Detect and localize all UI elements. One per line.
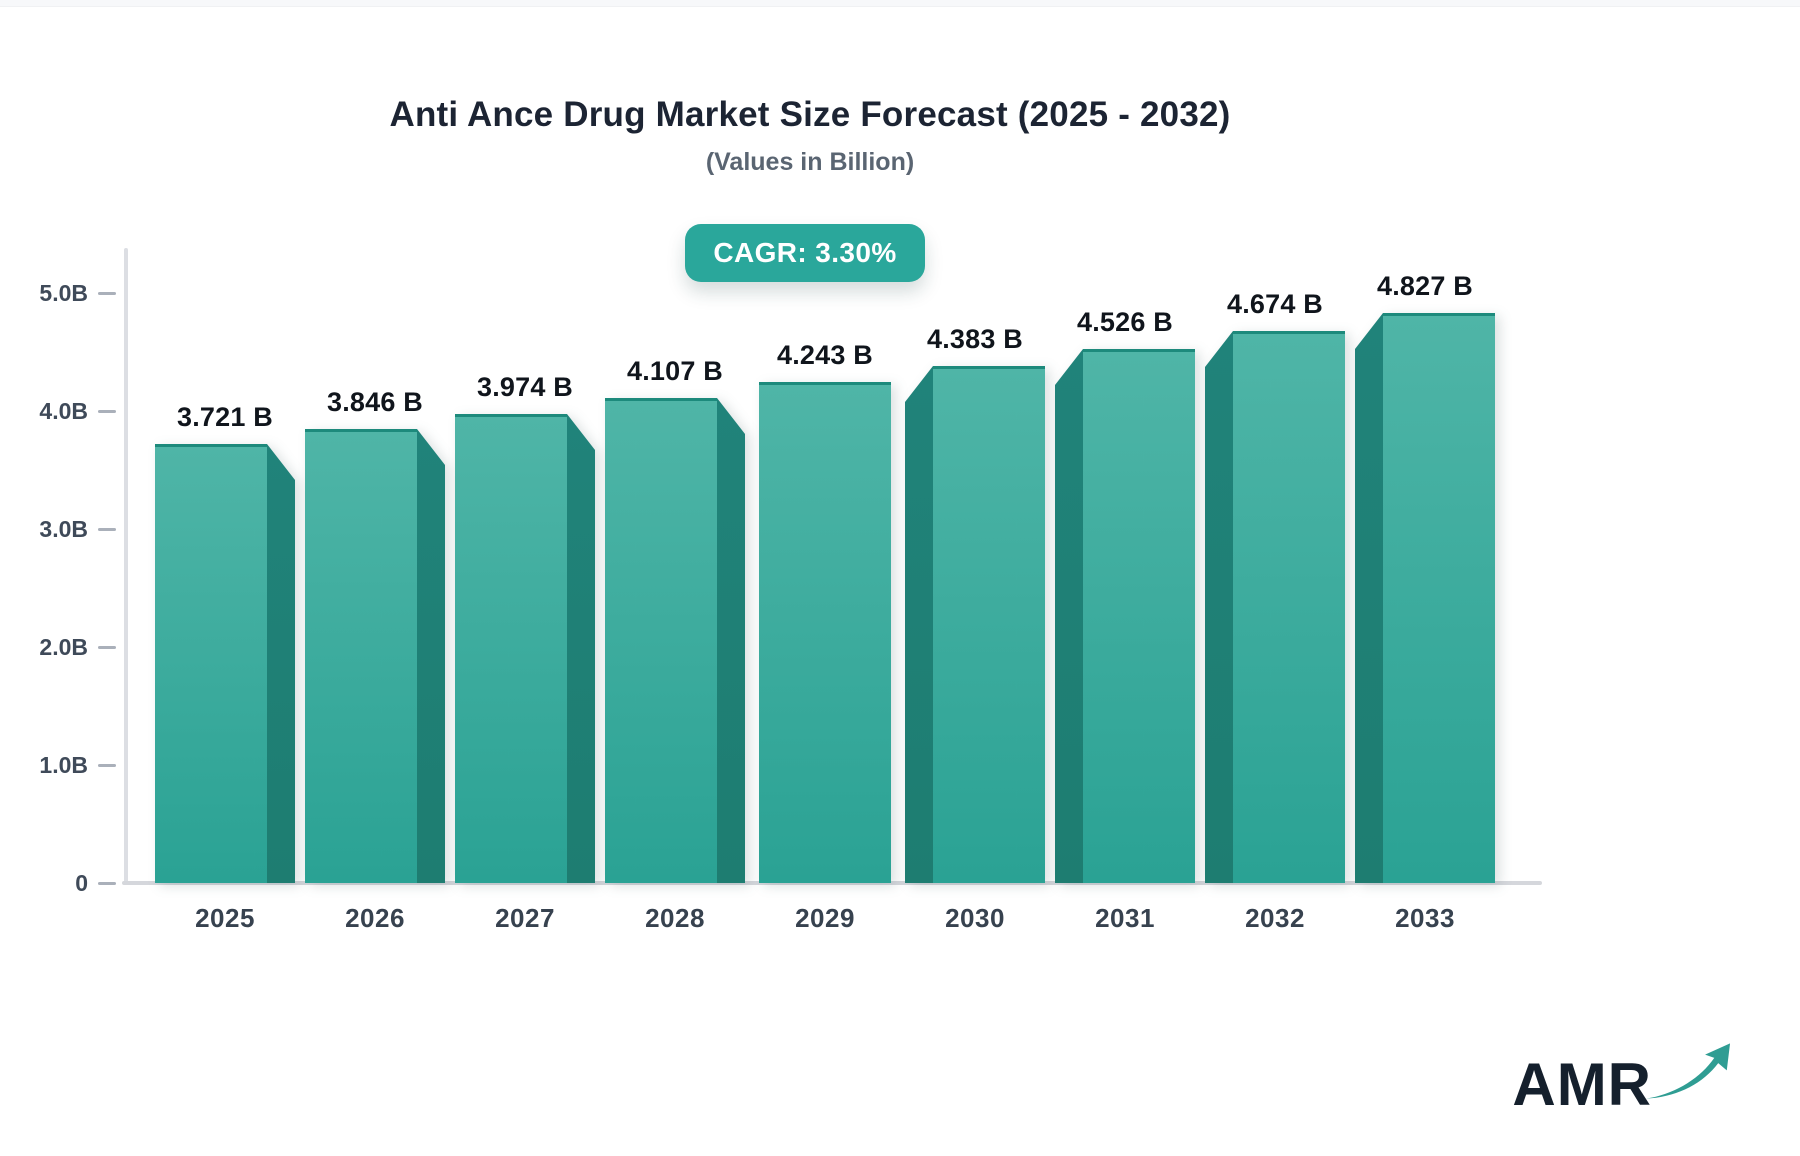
bar-2027 — [455, 414, 595, 883]
bar-face — [1383, 313, 1495, 883]
chart-subtitle: (Values in Billion) — [705, 148, 915, 176]
bar-value-label: 3.974 B — [477, 372, 573, 402]
y-tick-label: 5.0B — [39, 280, 88, 306]
y-tick-label: 3.0B — [39, 516, 88, 542]
y-tick-mark — [98, 291, 116, 295]
bar-face — [155, 444, 267, 883]
bar-side — [417, 429, 445, 883]
bar-face — [1083, 349, 1195, 883]
bar-side — [905, 366, 933, 883]
x-axis-label-2032: 2032 — [1245, 903, 1305, 933]
y-axis-line — [124, 248, 128, 885]
bar-face — [605, 398, 717, 883]
bar-2031 — [1055, 349, 1195, 883]
x-axis-label-2031: 2031 — [1095, 903, 1155, 933]
bar-2032 — [1205, 331, 1345, 883]
cagr-badge-label: CAGR: 3.30% — [713, 237, 897, 268]
bar-2026 — [305, 429, 445, 883]
bar-value-label: 4.827 B — [1377, 271, 1473, 301]
x-axis-label-2029: 2029 — [795, 903, 855, 933]
bar-2029 — [755, 382, 895, 883]
bar-value-label: 4.243 B — [777, 340, 873, 370]
y-tick-mark — [98, 645, 116, 649]
bar-value-label: 4.526 B — [1077, 307, 1173, 337]
amr-logo: AMR — [1512, 1036, 1734, 1115]
bar-side — [717, 398, 745, 883]
x-axis-label-2025: 2025 — [195, 903, 255, 933]
y-tick-label: 1.0B — [39, 752, 88, 778]
bar-2030 — [905, 366, 1045, 883]
bar-face — [1233, 331, 1345, 883]
x-axis-label-2033: 2033 — [1395, 903, 1455, 933]
bar-2033 — [1355, 313, 1495, 883]
y-tick-label: 2.0B — [39, 634, 88, 660]
trend-up-arrow-icon — [1642, 1036, 1734, 1111]
bar-face — [305, 429, 417, 883]
bar-side — [567, 414, 595, 883]
x-axis-label-2030: 2030 — [945, 903, 1005, 933]
y-tick-mark — [98, 881, 116, 885]
bar-face — [933, 366, 1045, 883]
y-tick-label: 4.0B — [39, 398, 88, 424]
y-tick-mark — [98, 409, 116, 413]
x-axis-label-2026: 2026 — [345, 903, 405, 933]
bar-face — [759, 382, 891, 883]
y-tick-label: 0 — [75, 870, 88, 896]
chart-title: Anti Ance Drug Market Size Forecast (202… — [389, 95, 1231, 134]
bar-2028 — [605, 398, 745, 883]
bar-value-label: 4.383 B — [927, 324, 1023, 354]
bar-side — [1055, 349, 1083, 883]
bar-side — [1205, 331, 1233, 883]
y-tick-mark — [98, 763, 116, 767]
bar-face — [455, 414, 567, 883]
bar-2025 — [155, 444, 295, 883]
cagr-badge: CAGR: 3.30% — [685, 224, 925, 282]
x-axis-line — [122, 881, 1542, 885]
bar-value-label: 3.846 B — [327, 387, 423, 417]
bar-side — [1355, 313, 1383, 883]
bar-value-label: 3.721 B — [177, 402, 273, 432]
y-tick-mark — [98, 527, 116, 531]
bar-value-label: 4.674 B — [1227, 289, 1323, 319]
x-axis-label-2027: 2027 — [495, 903, 555, 933]
amr-logo-text: AMR — [1512, 1051, 1652, 1118]
top-accent-band — [0, 0, 1800, 7]
bar-side — [267, 444, 295, 883]
bar-value-label: 4.107 B — [627, 356, 723, 386]
x-axis-label-2028: 2028 — [645, 903, 705, 933]
